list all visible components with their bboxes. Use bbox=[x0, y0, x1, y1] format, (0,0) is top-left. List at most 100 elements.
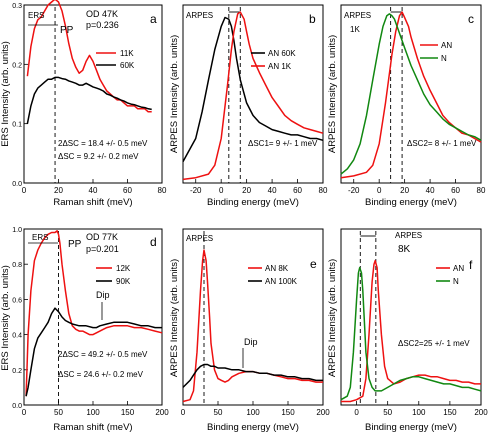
panel-a-series-red bbox=[26, 0, 152, 113]
panel-c-xlabel: Binding energy (meV) bbox=[365, 197, 457, 208]
panel-d-doping-label: p=0.201 bbox=[86, 244, 119, 254]
panel-d-pp-label: PP bbox=[68, 239, 82, 250]
panel-b-series-red bbox=[182, 11, 324, 181]
panel-c-series-green bbox=[340, 13, 482, 175]
panel-e-xtick-label: 100 bbox=[246, 408, 260, 417]
panel-a-xtick-label: 40 bbox=[89, 186, 98, 195]
panel-c-xtick-label: -20 bbox=[348, 186, 360, 195]
panel-d-dip-label: Dip bbox=[96, 290, 110, 300]
panel-c-ylabel: ARPES Intensity (arb. units) bbox=[327, 35, 338, 153]
panel-a-ytick-label: 0.3 bbox=[12, 3, 22, 10]
panel-d-series-red bbox=[25, 230, 163, 397]
panel-a-gap-text-1: 2ΔSC = 18.4 +/- 0.5 meV bbox=[58, 139, 148, 148]
panel-c: -20 0 20 40 60 80 c ARPES 1K ΔSC2= 8 +/- 1 me… bbox=[327, 4, 486, 208]
panel-e-xtick-label: 200 bbox=[316, 408, 330, 417]
panel-a: 0 20 40 60 80 0.0 0.1 0.2 0.3 a OD 47K p=0.236 E… bbox=[0, 0, 167, 208]
panel-e-legend-an100k: AN 100K bbox=[265, 277, 298, 286]
panel-d-xtick-label: 150 bbox=[121, 408, 135, 417]
panel-a-ytick-label: 0.2 bbox=[12, 62, 22, 69]
panel-d-ytick-label: 1.0 bbox=[12, 227, 22, 234]
panel-e-arpes-label: ARPES bbox=[186, 234, 213, 243]
panel-b-xlabel: Binding energy (meV) bbox=[207, 197, 299, 208]
panel-a-xlabel: Raman shift (meV) bbox=[53, 197, 132, 208]
panel-e-letter: e bbox=[310, 257, 317, 271]
panel-f-xtick-label: 200 bbox=[474, 408, 488, 417]
panel-f-temp-label: 8K bbox=[398, 244, 411, 255]
panel-c-arpes-label: ARPES bbox=[344, 11, 371, 20]
panel-f: 0 50 100 150 200 f ARPES 8K ΔSC2=25 +/- 1 me… bbox=[327, 228, 488, 433]
panel-c-letter: c bbox=[468, 12, 474, 26]
panel-e-dip-label: Dip bbox=[244, 337, 258, 347]
panel-c-plot: -20 0 20 40 60 80 bbox=[340, 7, 486, 195]
panel-e-xtick-label: 50 bbox=[214, 408, 223, 417]
panel-d-xtick-label: 200 bbox=[155, 408, 169, 417]
panel-f-xtick-label: 50 bbox=[383, 408, 392, 417]
panel-f-xlabel: Binding energy (meV) bbox=[365, 422, 457, 433]
panel-a-xtick-label: 0 bbox=[22, 186, 27, 195]
panel-d-legend-90k: 90K bbox=[116, 277, 131, 286]
panel-a-ytick-label: 0.1 bbox=[12, 122, 22, 129]
panel-d-sample-label: OD 77K bbox=[86, 232, 118, 242]
panel-e-series-black bbox=[182, 363, 323, 388]
panel-d-ytick-label: 0.8 bbox=[12, 262, 22, 269]
panel-b-ylabel: ARPES Intensity (arb. units) bbox=[169, 35, 180, 153]
panel-c-xtick-label: 0 bbox=[377, 186, 382, 195]
panel-a-ers-label: ERS bbox=[28, 11, 44, 20]
panel-f-xtick-label: 0 bbox=[354, 408, 359, 417]
panel-f-legend-an: AN bbox=[453, 264, 464, 273]
panel-f-frame bbox=[340, 228, 482, 406]
panel-d-ylabel: ERS Intensity (arb. units) bbox=[0, 265, 11, 371]
panel-a-legend-11k: 11K bbox=[120, 49, 134, 58]
panel-b-gap-text: ΔSC1= 9 +/- 1 meV bbox=[248, 139, 318, 148]
panel-d-xtick-label: 50 bbox=[54, 408, 63, 417]
panel-c-xtick-label: 20 bbox=[400, 186, 409, 195]
panel-d-letter: d bbox=[150, 235, 157, 249]
panel-f-xtick-label: 150 bbox=[443, 408, 457, 417]
panel-e-xlabel: Binding energy (meV) bbox=[207, 422, 299, 433]
panel-f-plot: 0 50 100 150 200 bbox=[340, 231, 488, 417]
panel-f-letter: f bbox=[469, 258, 473, 272]
panel-a-sample-label: OD 47K bbox=[86, 9, 118, 19]
panel-d-gap-text-2: ΔSC = 24.6 +/- 0.2 meV bbox=[58, 370, 144, 379]
panel-d-ytick-label: 0.4 bbox=[12, 333, 22, 340]
panel-d-ytick-label: 0.0 bbox=[12, 403, 22, 410]
panel-b-arpes-label: ARPES bbox=[186, 11, 213, 20]
panel-f-arpes-label: ARPES bbox=[395, 231, 422, 240]
panel-d-xtick-label: 100 bbox=[86, 408, 100, 417]
panel-a-xtick-label: 60 bbox=[123, 186, 132, 195]
panel-e-legend-an8k: AN 8K bbox=[265, 264, 289, 273]
panel-a-gap-text-2: ΔSC = 9.2 +/- 0.2 meV bbox=[58, 152, 139, 161]
panel-b-xtick-label: -20 bbox=[190, 186, 202, 195]
panel-b-plot: -20 0 20 40 60 80 bbox=[182, 7, 328, 195]
panel-d-xlabel: Raman shift (meV) bbox=[53, 422, 132, 433]
panel-e: 0 50 100 150 200 e ARPES Dip AN 8K AN 100K B… bbox=[169, 228, 330, 433]
panel-e-xtick-label: 150 bbox=[281, 408, 295, 417]
panel-f-ylabel: ARPES Intensity (arb. units) bbox=[327, 259, 338, 377]
panel-b-xtick-label: 0 bbox=[219, 186, 224, 195]
panel-b-legend-an60k: AN 60K bbox=[268, 49, 296, 58]
panel-a-plot: 0 20 40 60 80 0.0 0.1 0.2 0.3 bbox=[12, 0, 167, 195]
panel-d-xtick-label: 0 bbox=[22, 408, 27, 417]
panel-b-legend-an1k: AN 1K bbox=[268, 62, 292, 71]
panel-c-legend-n: N bbox=[441, 54, 447, 63]
panel-b-frame bbox=[182, 4, 324, 184]
panel-b-xtick-label: 40 bbox=[268, 186, 277, 195]
panel-f-legend-n: N bbox=[453, 277, 459, 286]
panel-d-ers-label: ERS bbox=[32, 233, 48, 242]
panel-c-frame bbox=[340, 4, 482, 184]
panel-a-ylabel: ERS Intensity (arb. units) bbox=[0, 41, 11, 147]
panel-a-ytick-label: 0.0 bbox=[12, 181, 22, 188]
panel-a-xtick-label: 80 bbox=[158, 186, 167, 195]
panel-e-plot: 0 50 100 150 200 bbox=[181, 231, 330, 417]
panel-d-plot: 0 50 100 150 200 0.0 0.2 0.4 0.6 0.8 1.0 bbox=[12, 227, 169, 417]
panel-e-series-red bbox=[182, 249, 323, 403]
panel-b-xtick-label: 80 bbox=[319, 186, 328, 195]
panel-e-xtick-label: 0 bbox=[181, 408, 186, 417]
panel-a-series-black bbox=[26, 76, 152, 124]
panel-b-xtick-label: 60 bbox=[293, 186, 302, 195]
panel-d-legend-12k: 12K bbox=[116, 264, 131, 273]
panel-c-xtick-label: 60 bbox=[451, 186, 460, 195]
panel-c-temp-label: 1K bbox=[350, 25, 360, 34]
